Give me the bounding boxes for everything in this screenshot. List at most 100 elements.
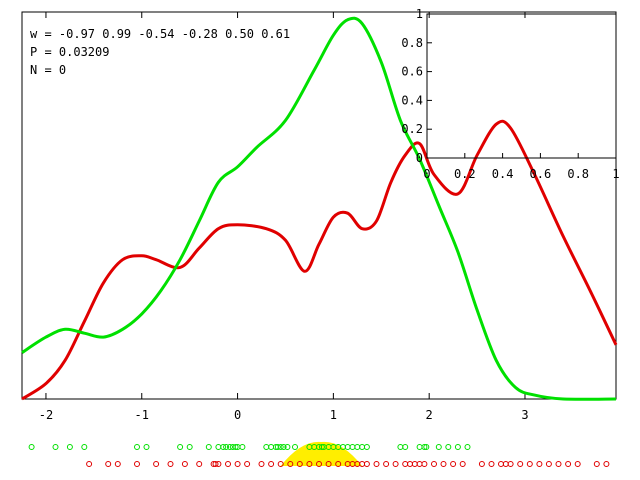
- red-sample-marker: [86, 461, 93, 467]
- green-sample-marker: [318, 444, 325, 450]
- x-tick-label: 2: [426, 408, 433, 422]
- red-sample-marker: [526, 461, 533, 467]
- red-sample-marker: [225, 461, 231, 467]
- x-tick-label: -2: [39, 408, 53, 422]
- red-sample-marker: [212, 461, 219, 467]
- red-sample-marker: [306, 461, 313, 467]
- red-sample-marker: [153, 461, 160, 467]
- green-sample-marker: [274, 444, 281, 450]
- red-sample-marker: [373, 461, 380, 467]
- red-density-line: [21, 119, 618, 401]
- green-sample-marker: [454, 444, 461, 450]
- green-sample-marker: [349, 444, 356, 450]
- x-tick-label: 3: [521, 408, 528, 422]
- green-sample-marker: [134, 444, 140, 450]
- red-sample-marker: [105, 461, 112, 467]
- red-sample-marker: [431, 461, 437, 467]
- red-sample-marker: [488, 461, 495, 467]
- red-sample-marker: [507, 461, 514, 467]
- inset-x-tick-label: 0: [423, 167, 430, 181]
- red-sample-marker: [316, 461, 322, 467]
- green-sample-marker: [220, 444, 227, 450]
- red-sample-marker: [498, 461, 504, 467]
- inset-x-tick-label: 0.4: [492, 167, 514, 181]
- inset-y-tick-label: 0.6: [401, 65, 423, 79]
- green-sample-marker: [226, 444, 233, 450]
- red-sample-marker: [325, 461, 332, 467]
- red-sample-marker: [258, 461, 265, 467]
- x-tick-label: 1: [330, 408, 337, 422]
- green-sample-marker: [239, 444, 246, 450]
- inset-y-tick-label: 1: [416, 7, 423, 21]
- red-sample-marker: [268, 461, 275, 467]
- main-x-ticks: -2 -1 0 1 2 3: [39, 12, 529, 422]
- green-sample-marker: [215, 444, 222, 450]
- red-sample-marker: [603, 461, 610, 467]
- x-tick-label: -1: [135, 408, 149, 422]
- n-count-text: N = 0: [30, 63, 67, 77]
- red-sample-marker: [402, 461, 409, 467]
- main-axes: [21, 11, 617, 400]
- inset-x-tick-label: 0.2: [454, 167, 476, 181]
- red-sample-marker: [411, 461, 418, 467]
- green-sample-marker: [292, 444, 298, 450]
- inset-y-tick-label: 0: [416, 151, 423, 165]
- red-sample-marker: [407, 461, 413, 467]
- green-sample-marker: [435, 444, 442, 450]
- red-sample-marker: [421, 461, 428, 467]
- green-sample-marker: [416, 444, 423, 450]
- red-sample-marker: [181, 461, 188, 467]
- red-sample-marker: [459, 461, 466, 467]
- red-sample-marker: [574, 461, 581, 467]
- red-sample-marker: [502, 461, 509, 467]
- red-sample-marker: [134, 461, 140, 467]
- green-sample-marker: [268, 444, 275, 450]
- red-sample-marker: [536, 461, 543, 467]
- inset-axes: 0 0.2 0.4 0.6 0.8 1 0 0.2 0.4 0.6 0.8 1: [401, 7, 619, 181]
- green-sample-marker: [280, 444, 287, 450]
- green-sample-marker: [402, 444, 409, 450]
- green-sample-marker: [284, 444, 291, 450]
- green-sample-marker: [52, 444, 59, 450]
- green-sample-marker: [177, 444, 184, 450]
- green-sample-marker: [81, 444, 88, 450]
- inset-frame: [426, 13, 617, 159]
- green-sample-marker: [186, 444, 193, 450]
- red-sample-marker: [565, 461, 572, 467]
- red-sample-marker: [383, 461, 390, 467]
- green-density-line: [21, 16, 617, 401]
- green-sample-marker: [66, 444, 73, 450]
- sample-rug: [28, 441, 610, 467]
- yellow-interval-shape: [280, 441, 363, 466]
- weights-text: w = -0.97 0.99 -0.54 -0.28 0.50 0.61: [30, 27, 291, 41]
- green-sample-marker: [354, 444, 361, 450]
- density-curves: [21, 16, 618, 401]
- inset-x-tick-label: 0.6: [530, 167, 552, 181]
- main-plot-frame: [21, 11, 617, 400]
- green-sample-marker: [359, 444, 366, 450]
- red-sample-marker: [167, 461, 174, 467]
- red-sample-marker: [478, 461, 485, 467]
- green-sample-marker: [421, 444, 428, 450]
- red-sample-marker: [215, 461, 222, 467]
- green-sample-marker: [28, 444, 35, 450]
- green-sample-marker: [464, 444, 471, 450]
- red-sample-marker: [196, 461, 203, 467]
- green-sample-marker: [143, 444, 150, 450]
- red-sample-marker: [517, 461, 524, 467]
- red-sample-marker: [114, 461, 121, 467]
- red-sample-marker: [392, 461, 399, 467]
- red-sample-marker: [277, 461, 284, 467]
- red-sample-marker: [593, 461, 600, 467]
- red-sample-marker: [555, 461, 562, 467]
- inset-x-tick-label: 1: [612, 167, 619, 181]
- green-sample-marker: [232, 444, 239, 450]
- red-sample-marker: [335, 461, 342, 467]
- inset-y-tick-label: 0.8: [401, 36, 423, 50]
- green-sample-marker: [277, 444, 284, 450]
- x-tick-label: 0: [234, 408, 241, 422]
- green-sample-marker: [445, 444, 452, 450]
- green-sample-marker: [205, 444, 212, 450]
- red-sample-marker: [244, 461, 251, 467]
